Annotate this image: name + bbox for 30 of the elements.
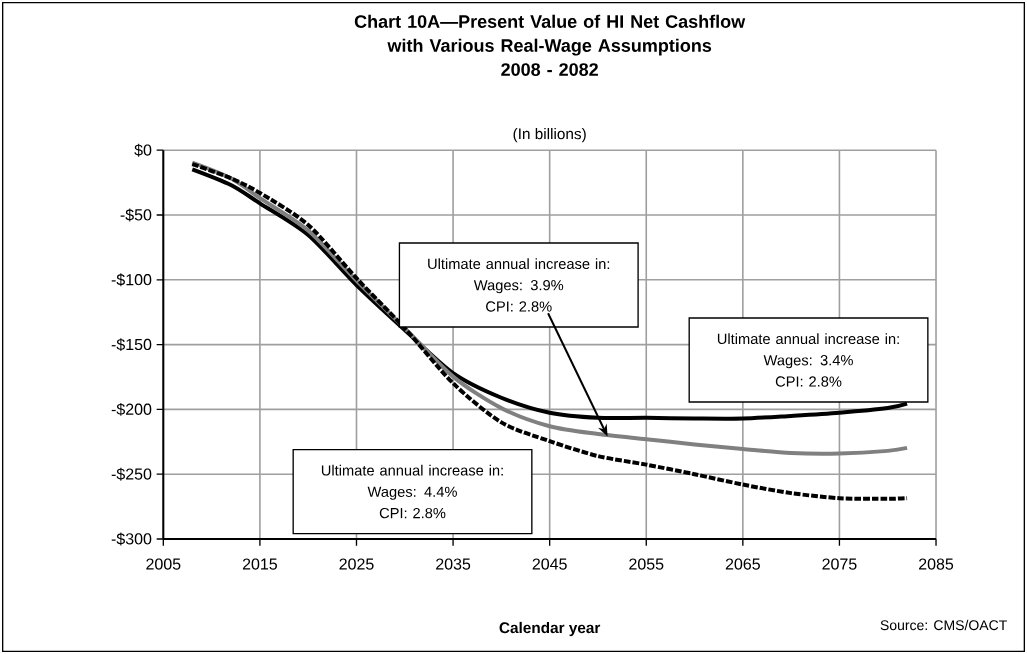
y-tick-label: -$100 xyxy=(111,273,152,287)
annotation: Wages: 4.4% xyxy=(367,486,457,500)
y-tick-label: -$50 xyxy=(120,208,152,222)
x-tick-label: 2025 xyxy=(339,558,374,570)
source-note: Source: CMS/OACT xyxy=(880,619,1007,631)
x-tick-label: 2085 xyxy=(919,558,954,570)
x-tick-label: 2055 xyxy=(629,558,664,570)
annotation: Ultimate annual increase in: xyxy=(428,258,610,270)
annotation: Ultimate annual increase in: xyxy=(717,333,899,345)
annotation: Wages: 3.4% xyxy=(763,355,853,369)
y-tick-label: $0 xyxy=(134,143,152,157)
x-tick-label: 2015 xyxy=(242,558,278,570)
y-tick-label: -$300 xyxy=(111,532,152,546)
annotation: Wages: 3.9% xyxy=(473,280,564,294)
x-tick-label: 2045 xyxy=(532,558,567,570)
chart-title: Chart 10A—Present Value of HI Net Cashflow with Various Real-Wage Assumptions xyxy=(354,14,746,56)
x-tick-label: 2005 xyxy=(146,558,181,570)
annotation: CPI: 2.8% xyxy=(775,376,842,387)
annotation: Ultimate annual increase in: xyxy=(321,464,503,476)
x-axis-title: Calendar year xyxy=(499,621,601,637)
x-tick-label: 2065 xyxy=(725,558,760,570)
y-tick-label: -$200 xyxy=(111,402,152,416)
annotation: CPI: 2.8% xyxy=(379,507,446,519)
annotation: CPI: 2.8% xyxy=(486,301,552,312)
x-tick-label: 2075 xyxy=(822,558,857,570)
chart-subtitle: 2008 - 2082 xyxy=(501,63,598,76)
y-tick-label: -$150 xyxy=(111,338,152,352)
y-tick-label: -$250 xyxy=(111,467,152,481)
y-axis-title: (In billions) xyxy=(513,128,586,143)
x-tick-label: 2035 xyxy=(436,558,471,570)
